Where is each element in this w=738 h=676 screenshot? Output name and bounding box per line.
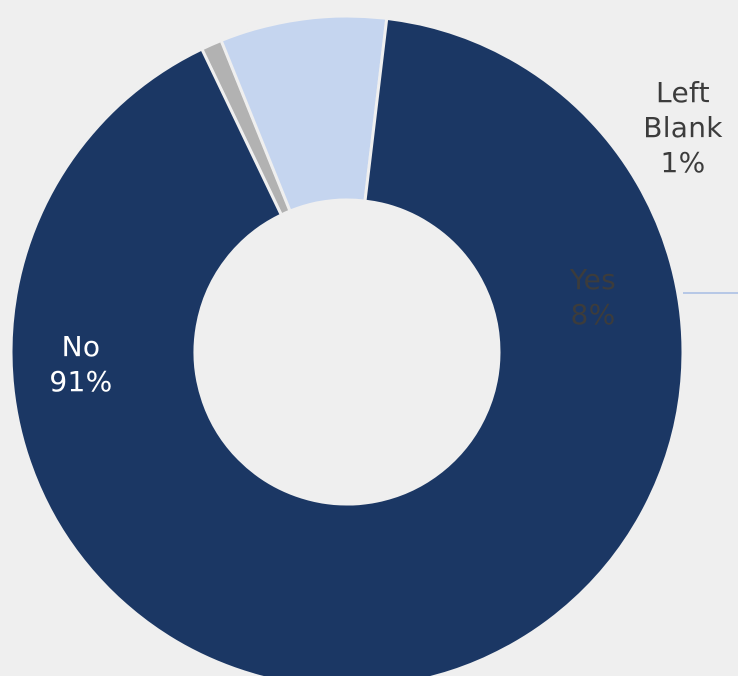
donut-hole-fill [196, 201, 498, 503]
label-no: No 91% [49, 330, 112, 398]
label-percent-left-blank: 1% [660, 146, 705, 179]
slice-no [9, 16, 685, 676]
label-category-left-blank: Blank [643, 111, 723, 144]
donut-hole [196, 201, 498, 503]
donut-slices [9, 14, 685, 676]
label-category-left-blank: Left [656, 76, 710, 109]
slice-labels: Left Blank 1% Yes 8% No 91% [49, 76, 723, 398]
label-category-no: No [62, 330, 101, 363]
label-left-blank: Left Blank 1% [643, 76, 723, 179]
label-category-yes: Yes [569, 263, 616, 296]
label-percent-yes: 8% [570, 298, 615, 331]
label-yes: Yes 8% [569, 263, 616, 331]
label-percent-no: 91% [49, 365, 112, 398]
